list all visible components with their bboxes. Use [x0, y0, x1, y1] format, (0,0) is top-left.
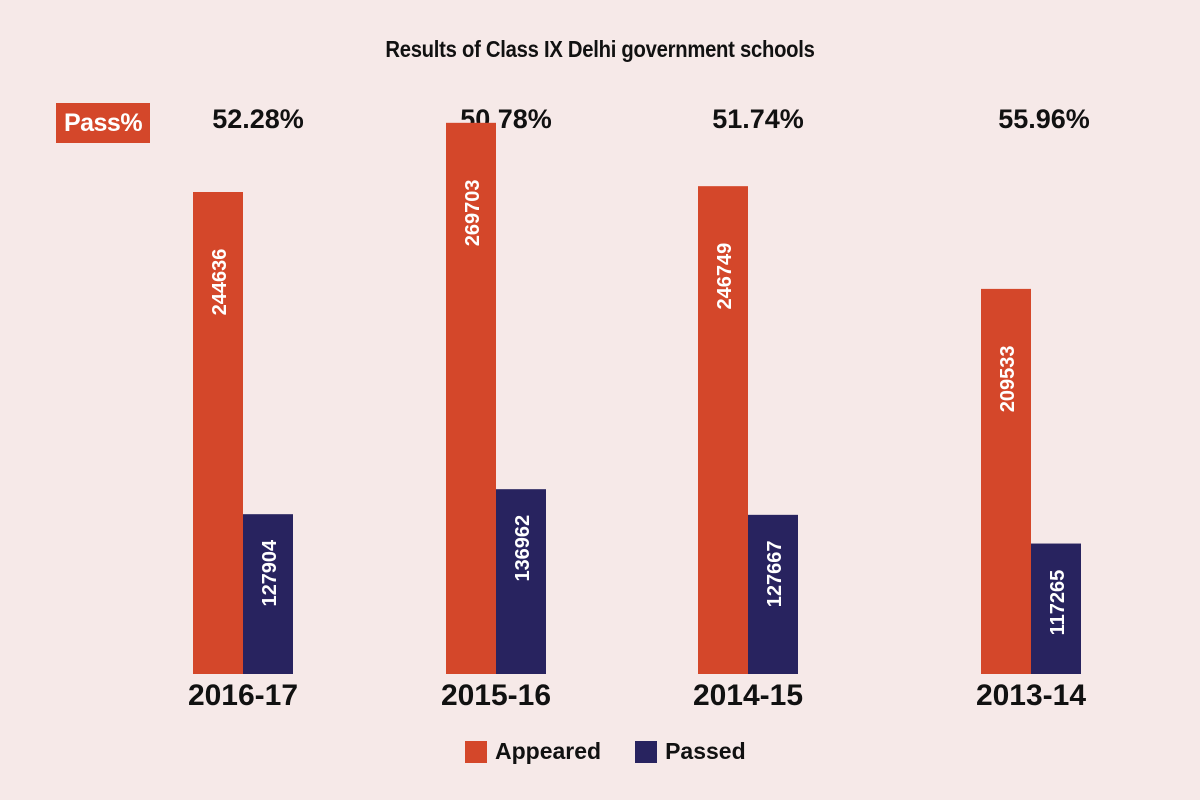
legend-label: Appeared — [495, 738, 602, 764]
bar-passed — [243, 514, 293, 674]
bar-value-label: 269703 — [462, 179, 484, 246]
x-tick-label: 2014-15 — [693, 679, 803, 712]
bar-appeared — [698, 186, 748, 674]
legend-label: Passed — [665, 738, 746, 764]
bar-value-label: 136962 — [512, 515, 534, 582]
legend: Appeared Passed — [465, 738, 780, 765]
pass-percent-value: 52.28% — [212, 104, 304, 134]
bar-passed — [496, 489, 546, 674]
legend-item-appeared: Appeared — [465, 738, 601, 765]
bar-passed — [1031, 543, 1081, 674]
bar-value-label: 209533 — [997, 346, 1019, 413]
bar-value-label: 127904 — [259, 539, 281, 607]
bar-value-label: 117265 — [1047, 570, 1069, 636]
bar-value-label: 246749 — [714, 243, 736, 310]
bar-value-label: 127667 — [764, 540, 786, 607]
pass-percent-value: 55.96% — [998, 104, 1090, 134]
x-tick-label: 2013-14 — [976, 679, 1086, 712]
bar-value-label: 244636 — [209, 249, 231, 316]
x-tick-label: 2015-16 — [441, 679, 551, 712]
bar-passed — [748, 514, 798, 674]
bar-appeared — [981, 288, 1031, 674]
legend-swatch-passed — [635, 740, 658, 763]
pass-percent-value: 51.74% — [712, 104, 804, 134]
x-tick-label: 2016-17 — [188, 679, 298, 712]
chart-title: Results of Class IX Delhi government sch… — [385, 36, 815, 62]
bar-appeared — [193, 192, 243, 674]
pass-percent-label: Pass% — [56, 103, 150, 143]
legend-item-passed: Passed — [635, 738, 746, 765]
bar-appeared — [446, 122, 496, 675]
legend-swatch-appeared — [465, 740, 487, 763]
